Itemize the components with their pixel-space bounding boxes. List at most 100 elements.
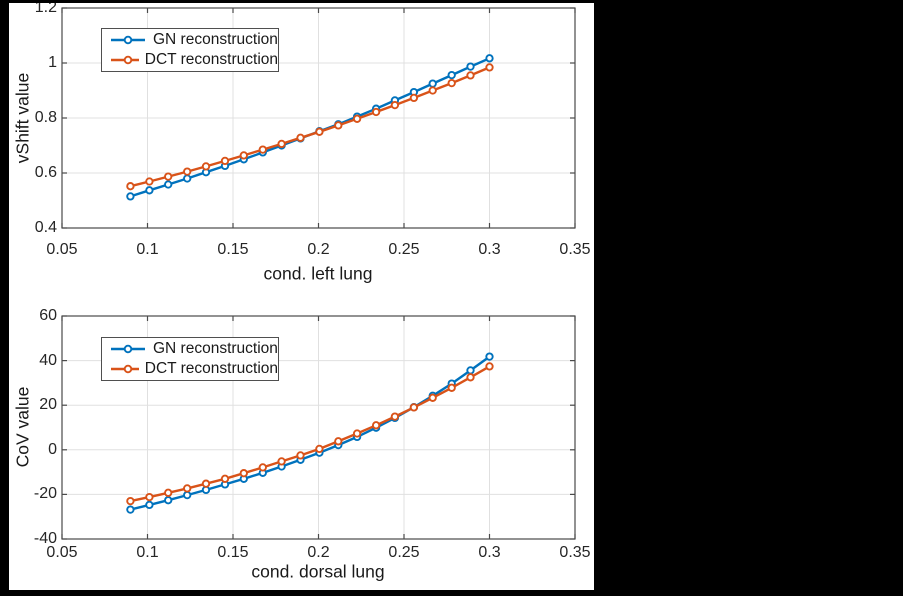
- data-point-marker: [428, 79, 437, 88]
- data-point-marker: [201, 479, 211, 488]
- legend-line-sample: [111, 364, 139, 374]
- x-tick-label: 0.25: [388, 241, 420, 258]
- data-point-marker: [277, 457, 286, 466]
- data-point-marker: [428, 86, 437, 95]
- bottom-y-axis-label: CoV value: [12, 386, 33, 468]
- top-x-axis-label: cond. left lung: [263, 263, 373, 284]
- y-tick-label: -20: [33, 485, 57, 503]
- legend-circle-marker-icon: [123, 344, 133, 354]
- y-tick-label: 40: [39, 351, 57, 369]
- y-tick-label: 1: [48, 54, 57, 71]
- x-tick-label: 0.05: [46, 544, 78, 561]
- data-point-marker: [485, 54, 494, 63]
- data-point-marker: [164, 496, 173, 505]
- data-point-marker: [220, 474, 230, 483]
- data-point-marker: [201, 162, 211, 171]
- data-point-marker: [466, 373, 475, 382]
- data-point-marker: [466, 366, 475, 375]
- bottom-x-axis-label: cond. dorsal lung: [251, 561, 385, 582]
- x-tick-label: 0.2: [307, 241, 330, 258]
- x-tick-label: 0.1: [136, 241, 159, 258]
- data-point-marker: [447, 78, 456, 88]
- data-point-marker: [296, 133, 305, 142]
- data-point-marker: [145, 177, 154, 186]
- data-point-marker: [183, 167, 192, 176]
- figure-canvas: vShift value cond. left lung CoV value c…: [9, 3, 594, 590]
- x-tick-label: 0.3: [478, 241, 501, 258]
- series-line-1: [130, 365, 491, 503]
- data-point-marker: [371, 107, 381, 117]
- data-point-marker: [409, 93, 419, 103]
- x-tick-label: 0.1: [136, 544, 159, 561]
- y-tick-label: 0.6: [34, 164, 57, 181]
- legend-circle-marker-icon: [123, 55, 133, 65]
- legend-entry-dct: DCT reconstruction: [109, 50, 278, 70]
- data-point-marker: [485, 63, 494, 72]
- data-point-marker: [466, 62, 475, 71]
- legend-line-sample: [111, 55, 139, 65]
- data-point-marker: [145, 500, 154, 510]
- legend-entry-dct: DCT reconstruction: [109, 359, 278, 379]
- legend-label: DCT reconstruction: [144, 360, 278, 378]
- data-point-marker: [371, 421, 381, 430]
- data-point-marker: [164, 488, 173, 497]
- legend-line-sample: [111, 35, 145, 45]
- x-tick-label: 0.15: [217, 544, 249, 561]
- data-point-marker: [183, 490, 192, 500]
- legend-label: GN reconstruction: [153, 31, 278, 49]
- y-tick-label: 1.2: [34, 3, 57, 16]
- legend-entry-gn: GN reconstruction: [109, 339, 278, 359]
- y-tick-label: 0.8: [34, 109, 57, 126]
- y-tick-label: -40: [33, 530, 57, 547]
- x-tick-label: 0.35: [559, 241, 591, 258]
- data-point-marker: [183, 174, 192, 183]
- data-point-marker: [390, 100, 400, 110]
- x-tick-label: 0.3: [478, 544, 501, 561]
- legend-line-sample: [111, 344, 145, 354]
- plot-canvas: [61, 7, 576, 540]
- legend-entry-gn: GN reconstruction: [109, 30, 278, 50]
- y-tick-label: 0.4: [34, 219, 57, 236]
- data-point-marker: [352, 114, 362, 123]
- data-point-marker: [126, 192, 135, 201]
- data-point-marker: [126, 182, 135, 191]
- data-point-marker: [334, 437, 343, 446]
- data-point-marker: [220, 156, 230, 166]
- y-tick-label: 60: [39, 307, 57, 324]
- top-y-axis-label: vShift value: [12, 72, 33, 164]
- data-point-marker: [485, 352, 494, 361]
- data-point-marker: [126, 496, 135, 506]
- data-point-marker: [447, 383, 456, 392]
- data-point-marker: [183, 484, 192, 493]
- data-point-marker: [126, 505, 135, 514]
- legend-circle-marker-icon: [123, 35, 133, 45]
- data-point-marker: [466, 71, 475, 80]
- data-point-marker: [277, 139, 286, 149]
- y-tick-label: 0: [48, 440, 57, 458]
- data-point-marker: [447, 70, 456, 80]
- data-point-marker: [334, 121, 343, 130]
- data-point-marker: [239, 151, 248, 160]
- data-point-marker: [164, 180, 173, 189]
- bottom-legend: GN reconstruction DCT reconstruction: [101, 337, 279, 381]
- x-tick-label: 0.35: [559, 544, 591, 561]
- data-point-marker: [164, 172, 173, 181]
- data-point-marker: [390, 412, 400, 421]
- legend-label: DCT reconstruction: [144, 51, 278, 69]
- data-point-marker: [315, 127, 324, 136]
- x-tick-label: 0.2: [307, 544, 330, 561]
- x-tick-label: 0.25: [388, 544, 420, 561]
- legend-label: GN reconstruction: [153, 340, 278, 358]
- data-point-marker: [258, 463, 267, 472]
- data-point-marker: [296, 451, 305, 460]
- data-point-marker: [145, 492, 154, 502]
- data-point-marker: [352, 429, 362, 438]
- top-legend: GN reconstruction DCT reconstruction: [101, 28, 279, 72]
- data-point-marker: [428, 393, 437, 402]
- x-tick-label: 0.05: [46, 241, 78, 258]
- x-tick-label: 0.15: [217, 241, 249, 258]
- data-point-marker: [409, 403, 419, 412]
- data-point-marker: [239, 469, 248, 478]
- data-point-marker: [315, 444, 324, 454]
